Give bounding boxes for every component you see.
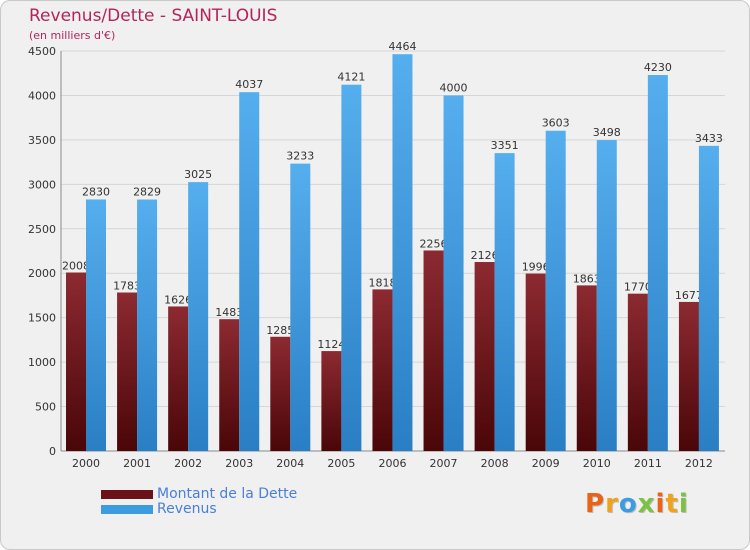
bar-debt — [117, 292, 138, 451]
data-label-debt: 1770 — [624, 281, 652, 294]
y-tick-label: 3500 — [28, 134, 56, 147]
logo-letter: x — [637, 489, 656, 519]
data-label-revenue: 4230 — [644, 61, 672, 74]
bar-revenue — [341, 84, 362, 451]
data-label-revenue: 2830 — [82, 185, 110, 198]
y-tick-label: 1500 — [28, 312, 56, 325]
x-tick-label: 2012 — [685, 457, 713, 470]
bar-revenue — [239, 92, 260, 452]
data-label-revenue: 3025 — [184, 168, 212, 181]
bar-revenue — [188, 182, 209, 451]
y-tick-label: 3000 — [28, 178, 56, 191]
bar-debt — [627, 293, 648, 451]
logo-letter: i — [655, 489, 666, 519]
data-label-debt: 2008 — [62, 260, 90, 273]
bar-revenue — [137, 199, 158, 451]
data-label-revenue: 2829 — [133, 186, 161, 199]
bar-debt — [372, 289, 393, 451]
bar-debt — [474, 262, 495, 451]
y-tick-label: 500 — [35, 401, 56, 414]
data-label-debt: 1626 — [164, 293, 192, 306]
y-tick-label: 4000 — [28, 89, 56, 102]
x-tick-label: 2002 — [174, 457, 202, 470]
x-tick-label: 2011 — [634, 457, 662, 470]
data-label-debt: 1818 — [368, 276, 396, 289]
bar-revenue — [290, 163, 311, 451]
x-tick-label: 2001 — [123, 457, 151, 470]
bar-debt — [321, 351, 342, 451]
x-tick-label: 2004 — [276, 457, 304, 470]
x-tick-label: 2007 — [430, 457, 458, 470]
data-label-revenue: 4037 — [235, 78, 263, 91]
data-label-revenue: 3498 — [593, 126, 621, 139]
bar-revenue — [596, 140, 617, 452]
data-label-debt: 1996 — [522, 261, 550, 274]
bar-revenue — [698, 145, 719, 451]
data-label-revenue: 3433 — [695, 132, 723, 145]
chart-title: Revenus/Dette - SAINT-LOUIS — [29, 6, 278, 26]
bar-debt — [678, 301, 699, 451]
y-tick-label: 0 — [49, 445, 56, 458]
logo-letter: i — [678, 489, 689, 519]
bar-debt — [219, 319, 240, 451]
bar-revenue — [494, 153, 515, 451]
logo-letter: o — [618, 489, 638, 519]
x-tick-label: 2009 — [532, 457, 560, 470]
bar-revenue — [443, 95, 464, 451]
bar-revenue — [647, 75, 668, 451]
logo-letter: r — [605, 489, 619, 519]
data-label-debt: 1285 — [266, 324, 294, 337]
x-tick-label: 2006 — [378, 457, 406, 470]
bar-revenue — [86, 199, 106, 451]
data-label-debt: 1863 — [573, 272, 601, 285]
legend-label-debt: Montant de la Dette — [157, 486, 298, 502]
bar-debt — [270, 336, 291, 451]
data-label-debt: 1783 — [113, 280, 141, 293]
legend-label-revenue: Revenus — [157, 501, 217, 517]
bar-debt — [168, 306, 189, 451]
data-label-debt: 1483 — [215, 306, 243, 319]
bar-debt — [576, 285, 597, 451]
y-tick-label: 2000 — [28, 267, 56, 280]
data-label-revenue: 4464 — [388, 40, 416, 53]
data-label-debt: 2126 — [471, 249, 499, 262]
y-tick-label: 4500 — [28, 45, 56, 58]
data-label-revenue: 3603 — [542, 117, 570, 130]
logo-letter: P — [585, 489, 606, 519]
bar-debt — [423, 250, 444, 451]
data-label-revenue: 4121 — [337, 71, 365, 84]
x-tick-label: 2000 — [72, 457, 100, 470]
data-label-revenue: 3233 — [286, 150, 314, 163]
data-label-revenue: 4000 — [440, 81, 468, 94]
x-tick-label: 2003 — [225, 457, 253, 470]
proxiti-logo: Proxiti — [585, 489, 689, 519]
data-label-debt: 2256 — [420, 237, 448, 250]
bar-revenue — [545, 130, 566, 451]
bar-debt — [66, 272, 86, 451]
logo-letter: t — [665, 489, 679, 519]
x-tick-label: 2005 — [327, 457, 355, 470]
chart-subtitle: (en milliers d'€) — [29, 29, 116, 42]
legend-swatch-debt — [101, 490, 153, 499]
y-tick-label: 1000 — [28, 356, 56, 369]
data-label-debt: 1124 — [317, 338, 345, 351]
y-tick-label: 2500 — [28, 223, 56, 236]
data-label-revenue: 3351 — [491, 139, 519, 152]
legend-swatch-revenue — [101, 505, 153, 514]
x-tick-label: 2008 — [481, 457, 509, 470]
bar-revenue — [392, 54, 413, 451]
x-tick-label: 2010 — [583, 457, 611, 470]
bar-debt — [525, 273, 546, 451]
data-label-debt: 1677 — [675, 289, 703, 302]
